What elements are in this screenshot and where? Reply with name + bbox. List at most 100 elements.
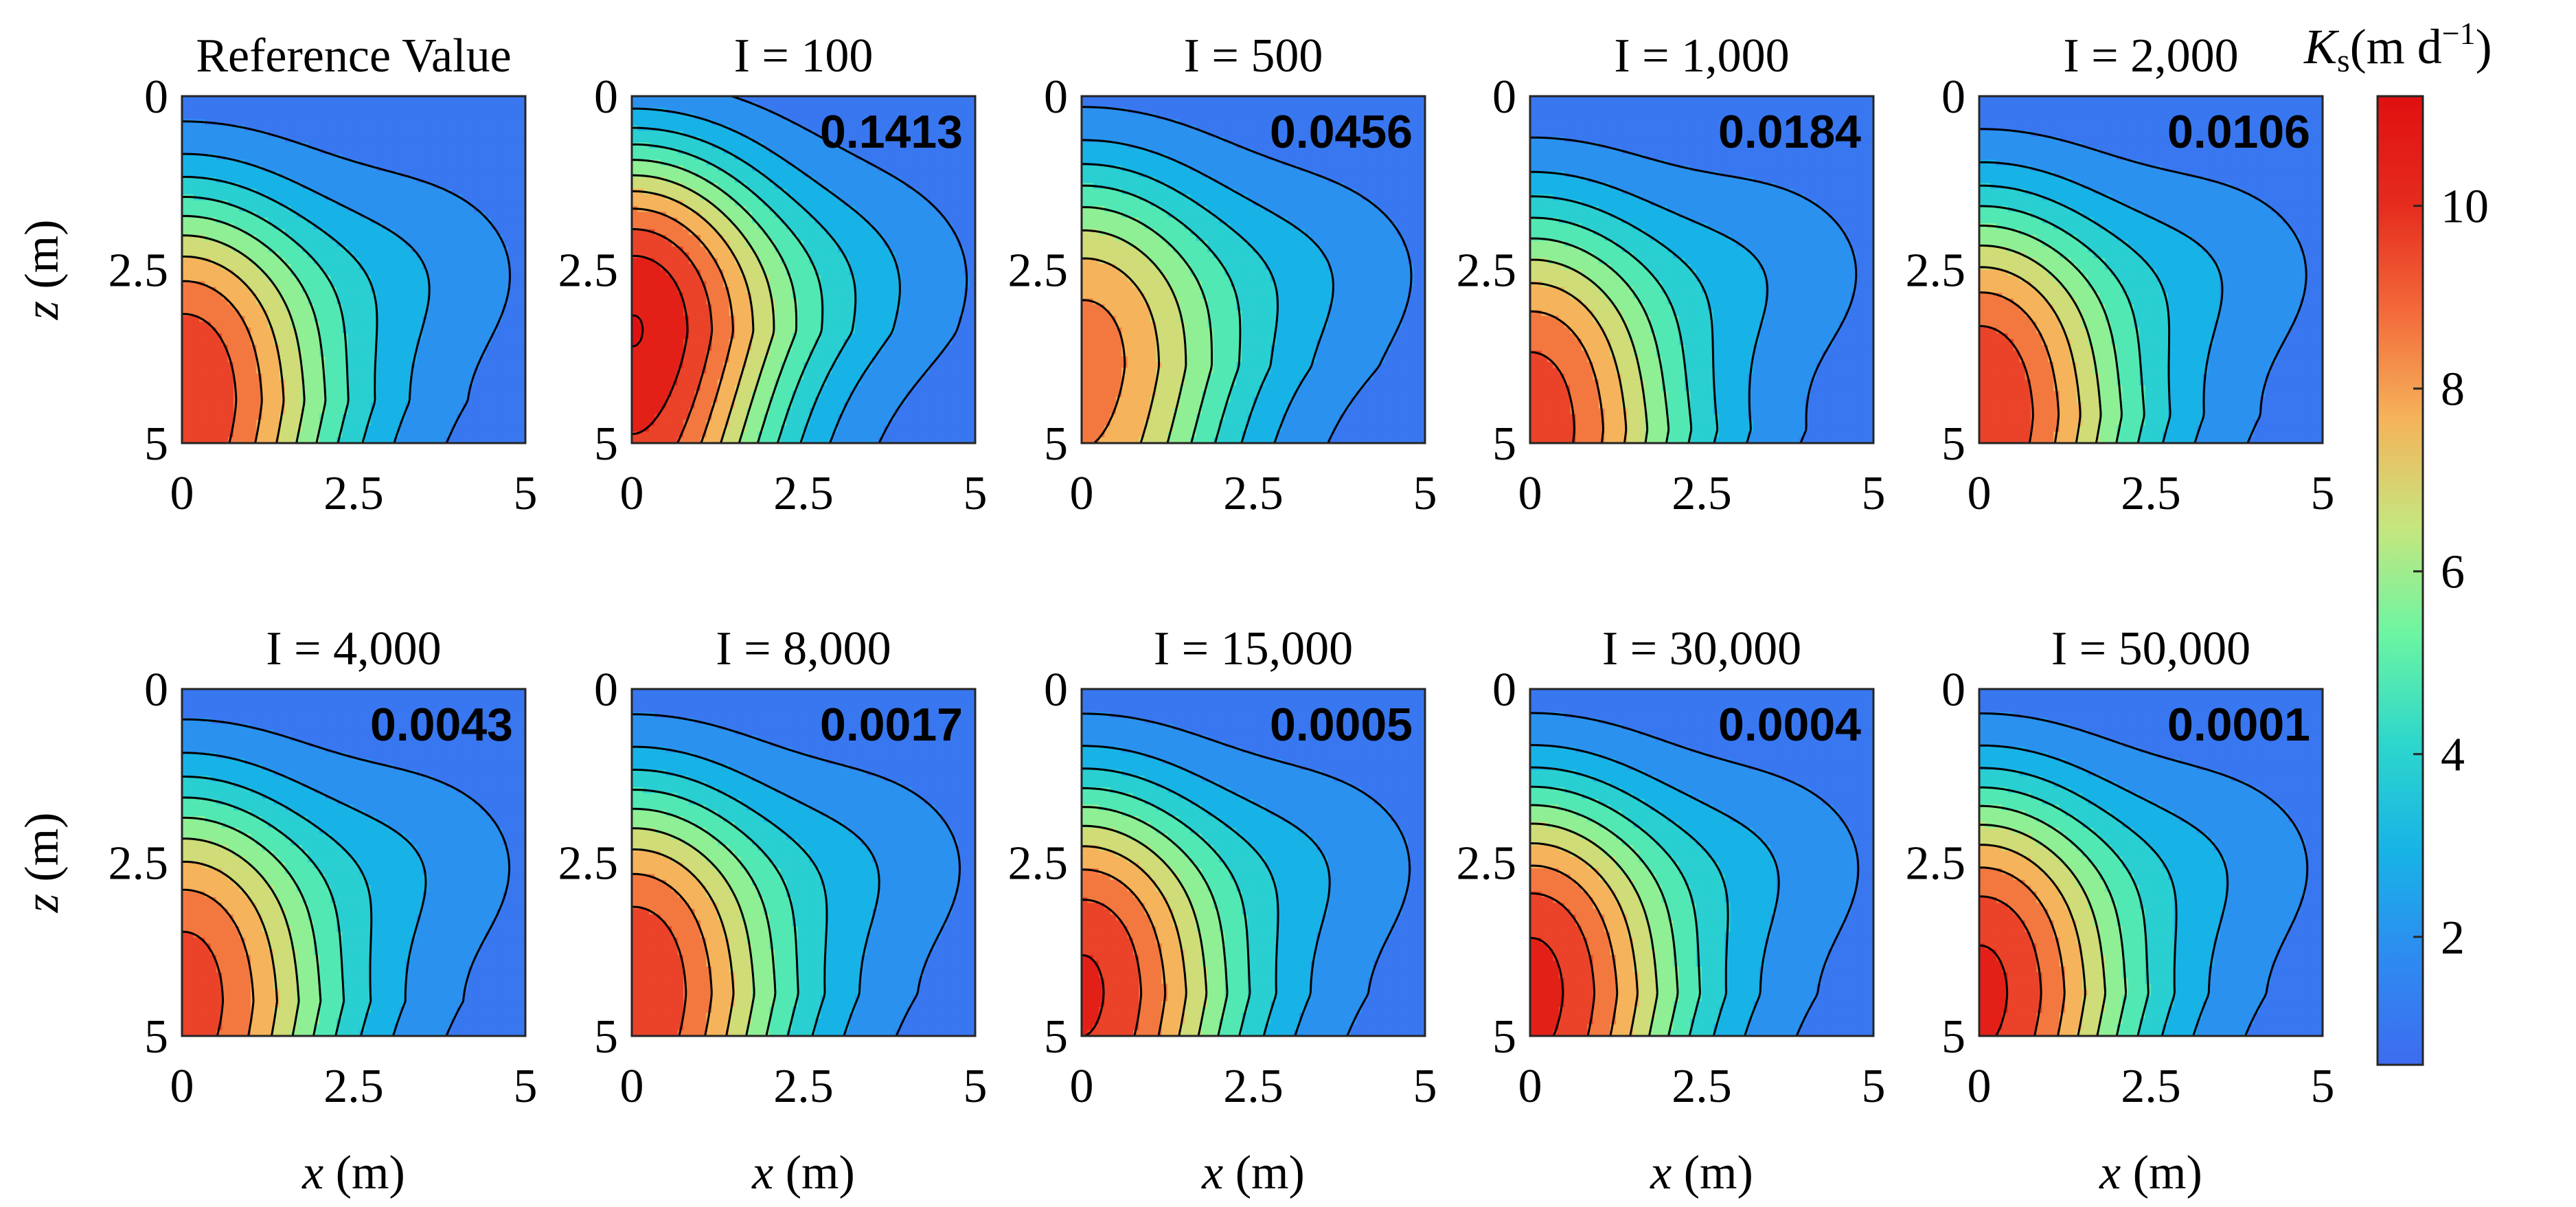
z-tick-label: 5 (1492, 1011, 1516, 1063)
x-tick-label: 5 (2311, 1060, 2335, 1113)
axes-frame (181, 95, 527, 444)
z-tick-label: 2.5 (558, 837, 619, 890)
x-tick-label: 0 (170, 1060, 194, 1113)
z-tick-label: 0 (594, 71, 618, 124)
contour-line (1979, 767, 2178, 1036)
contour-line (1979, 844, 2086, 1036)
contour-line (632, 872, 713, 1036)
contour-line (632, 713, 961, 1036)
z-tick-label: 2.5 (1457, 837, 1517, 890)
colorbar-label-unit: (m d (2350, 19, 2442, 74)
contour-line (1082, 299, 1126, 443)
contour-line (1082, 139, 1334, 443)
subplot-title: I = 2,000 (2063, 30, 2238, 82)
contour-line (1082, 712, 1411, 1036)
x-axis-unit: (m) (1672, 1147, 1753, 1199)
contour-line (632, 207, 734, 443)
contour-field (1530, 689, 1873, 1036)
z-tick-label: 0 (1941, 71, 1965, 124)
x-axis-var: x (2099, 1147, 2121, 1199)
x-tick-label: 5 (2311, 467, 2335, 520)
contour-line (1979, 245, 2102, 443)
contour-line (182, 796, 345, 1036)
z-tick-label: 5 (594, 418, 618, 471)
axes-frame (1529, 688, 1875, 1037)
z-tick-label: 5 (144, 1011, 168, 1063)
z-tick-label: 5 (1492, 418, 1516, 471)
contour-line (182, 120, 511, 443)
contour-line (182, 860, 278, 1036)
contour-field (182, 689, 525, 1036)
contour-field (1979, 96, 2323, 443)
x-axis-label: x (m) (1650, 1147, 1753, 1199)
contour-line (182, 313, 238, 443)
x-axis-unit: (m) (2121, 1147, 2202, 1199)
contour-line (632, 807, 777, 1036)
contour-line (182, 234, 306, 443)
contour-line (182, 718, 511, 1036)
colorbar-gradient (2376, 95, 2424, 1066)
contour-line (1530, 822, 1659, 1036)
contour-line (1979, 712, 2309, 1036)
contour-line (182, 776, 373, 1036)
z-tick-label: 5 (594, 1011, 618, 1063)
z-tick-label: 5 (1941, 1011, 1965, 1063)
x-tick-label: 5 (1413, 467, 1437, 520)
z-axis-unit: (m) (16, 220, 69, 302)
error-value-label: 0.0001 (2167, 699, 2310, 751)
z-axis-var: z (16, 301, 69, 320)
subplot-title: I = 500 (1184, 30, 1323, 82)
contour-line (1530, 310, 1604, 443)
contour-line (1979, 325, 2034, 443)
error-value-label: 0.1413 (820, 106, 963, 158)
x-tick-label: 5 (1413, 1060, 1437, 1113)
colorbar-tick-label: 4 (2441, 729, 2465, 782)
contour-line (1082, 868, 1167, 1036)
contour-line (182, 816, 322, 1036)
contour-line (1979, 804, 2128, 1036)
z-tick-label: 2.5 (109, 245, 169, 297)
x-axis-label: x (m) (751, 1147, 855, 1199)
colorbar-tick-label: 6 (2441, 546, 2465, 599)
x-tick-label: 2.5 (1223, 1060, 1284, 1113)
contour-line (1979, 824, 2107, 1036)
error-value-label: 0.0043 (370, 699, 513, 751)
axes-frame (1529, 95, 1875, 444)
x-tick-label: 0 (1070, 1060, 1094, 1113)
colorbar-label-exp: −1 (2442, 16, 2476, 51)
x-tick-label: 5 (1862, 467, 1886, 520)
subplot-title: I = 50,000 (2051, 622, 2250, 675)
x-tick-label: 2.5 (1672, 467, 1732, 520)
contour-line (182, 153, 431, 443)
contour-line (1979, 184, 2172, 443)
z-tick-label: 2.5 (1906, 837, 1966, 890)
contour-line (1082, 745, 1331, 1036)
contour-line (632, 827, 755, 1036)
colorbar-tick-label: 2 (2441, 912, 2465, 965)
contour-field (632, 689, 975, 1036)
subplot-title: Reference Value (196, 30, 511, 82)
subplot-title: I = 1,000 (1614, 30, 1789, 82)
contour-line (1082, 787, 1251, 1036)
colorbar-label: Ks(m d−1) (2303, 16, 2492, 79)
z-axis-label: z (m) (16, 220, 69, 321)
x-tick-label: 2.5 (773, 467, 834, 520)
contour-line (1979, 895, 2042, 1036)
axes-frame (1080, 95, 1426, 444)
x-tick-label: 5 (964, 1060, 988, 1113)
z-tick-label: 0 (1492, 664, 1516, 717)
x-tick-label: 2.5 (323, 467, 384, 520)
contour-line (1530, 804, 1679, 1036)
contour-line (1530, 766, 1729, 1036)
axes-frame (1080, 688, 1426, 1037)
error-value-label: 0.0456 (1270, 106, 1413, 158)
x-tick-label: 2.5 (1672, 1060, 1732, 1113)
contour-line (1082, 257, 1161, 443)
contour-line (632, 174, 775, 443)
x-axis-var: x (751, 1147, 773, 1199)
x-axis-label: x (m) (2099, 1147, 2202, 1199)
x-tick-label: 0 (1518, 1060, 1542, 1113)
